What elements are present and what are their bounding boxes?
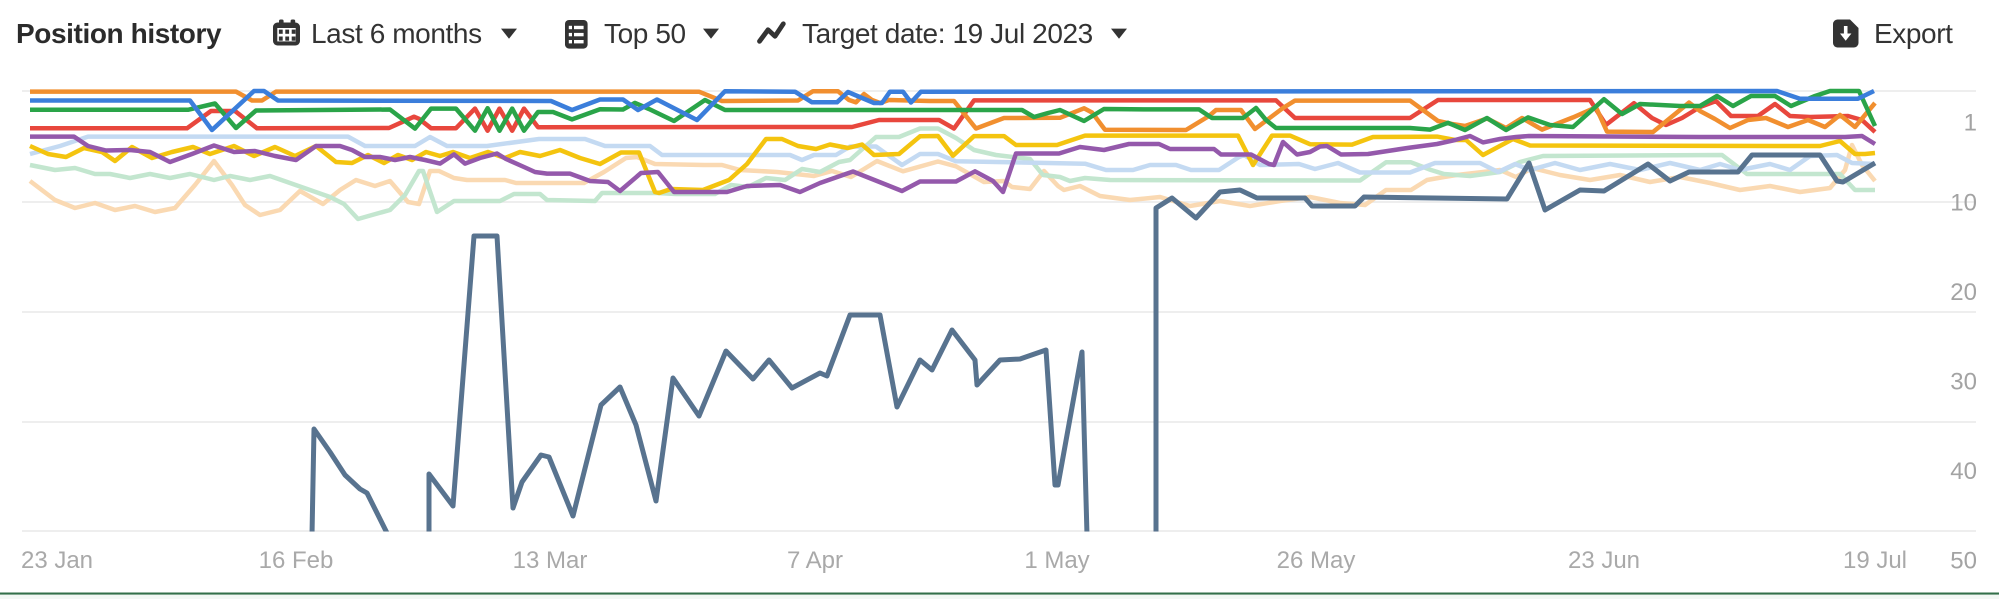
svg-text:23 Jun: 23 Jun (1568, 547, 1640, 574)
svg-text:13 Mar: 13 Mar (513, 547, 588, 574)
svg-text:50: 50 (1950, 548, 1977, 575)
svg-text:19 Jul: 19 Jul (1843, 547, 1907, 574)
svg-text:1: 1 (1964, 110, 1977, 137)
svg-text:1 May: 1 May (1024, 547, 1089, 574)
svg-text:10: 10 (1950, 190, 1977, 217)
svg-text:40: 40 (1950, 458, 1977, 485)
svg-text:26 May: 26 May (1277, 547, 1356, 574)
svg-text:7 Apr: 7 Apr (787, 547, 843, 574)
svg-text:23 Jan: 23 Jan (21, 547, 93, 574)
svg-text:30: 30 (1950, 369, 1977, 396)
svg-text:16 Feb: 16 Feb (259, 547, 334, 574)
svg-text:20: 20 (1950, 279, 1977, 306)
